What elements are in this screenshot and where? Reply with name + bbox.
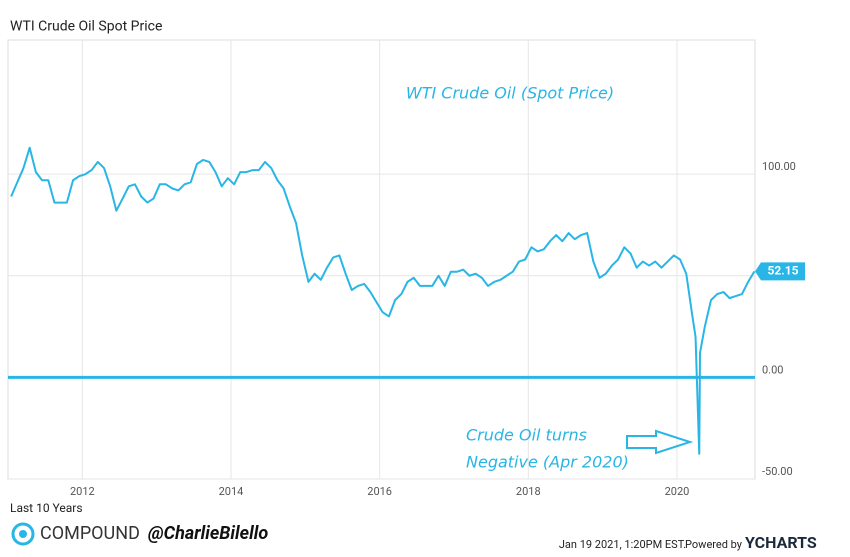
annotation: Crude Oil turns [466, 426, 587, 445]
y-tick-label: -50.00 [762, 465, 793, 478]
x-tick-label: 2012 [70, 485, 95, 498]
badge-shape [755, 262, 805, 281]
annotation: WTI Crude Oil (Spot Price) [406, 84, 614, 103]
x-tick-label: 2016 [367, 485, 392, 498]
x-tick-label: 2014 [219, 485, 244, 498]
timestamp: Jan 19 2021, 1:20PM EST. [559, 538, 686, 551]
x-tick-label: 2020 [665, 485, 690, 498]
chart-title: WTI Crude Oil Spot Price [10, 19, 162, 35]
provider: YCHARTS [745, 533, 817, 552]
logo-dot [19, 530, 27, 538]
last-value-label: 52.15 [767, 264, 798, 278]
logo-ring [11, 522, 35, 546]
brand: COMPOUND [40, 523, 140, 544]
price-line [10, 146, 756, 455]
annotation: Negative (Apr 2020) [466, 453, 629, 472]
logo [11, 522, 35, 546]
last-value-badge: 52.15 [755, 262, 805, 281]
powered-by: Powered by [685, 538, 743, 551]
subtitle: Last 10 Years [10, 501, 83, 515]
x-tick-label: 2018 [516, 485, 541, 498]
y-tick-label: 0.00 [762, 363, 783, 376]
plot-frame [7, 39, 756, 480]
handle: @CharlieBilello [148, 523, 268, 544]
arrow [626, 429, 694, 455]
y-tick-label: 100.00 [762, 160, 796, 173]
